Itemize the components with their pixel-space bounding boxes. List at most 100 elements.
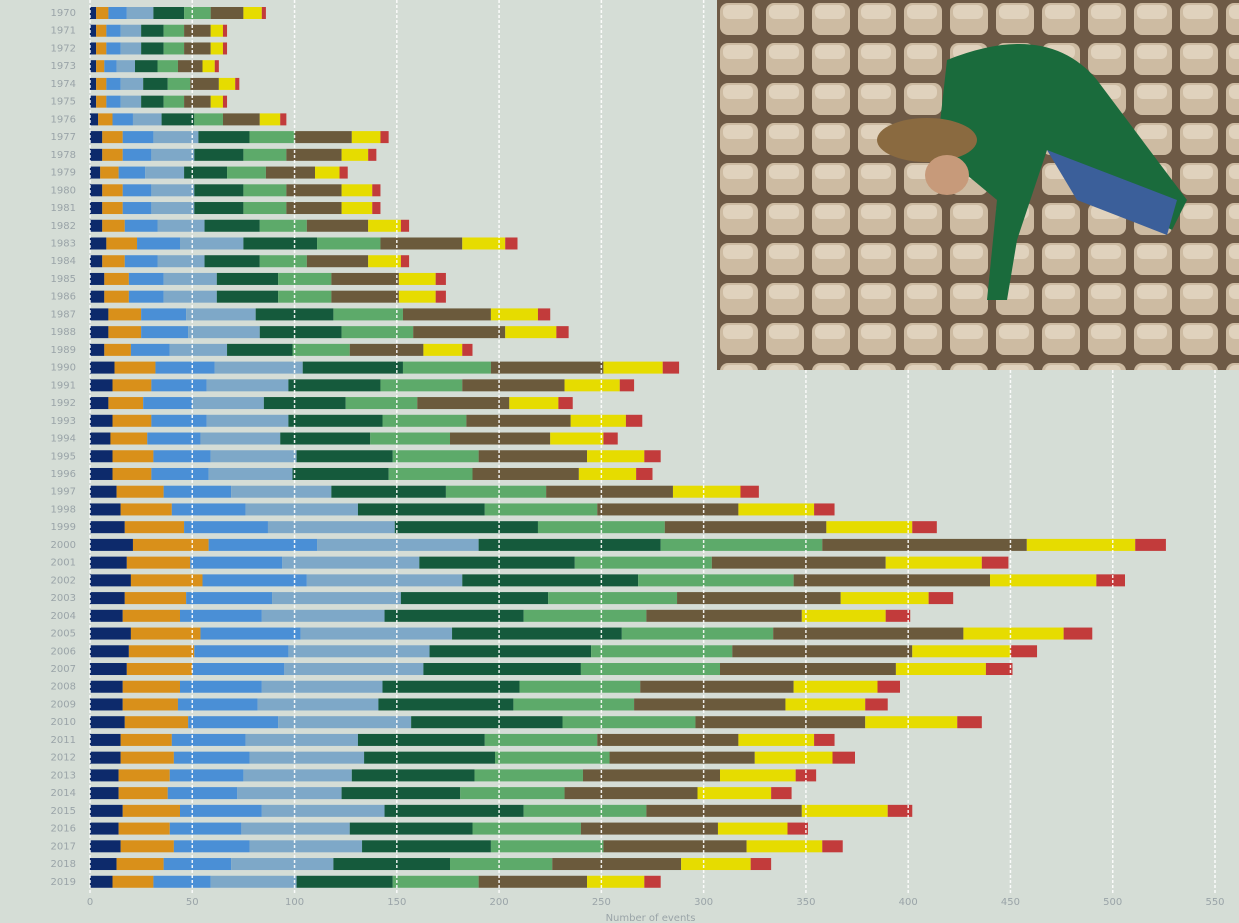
bar-segment (122, 202, 152, 215)
y-tick-label: 1991 (51, 380, 76, 391)
bar-segment (90, 7, 97, 19)
bar-segment (672, 485, 741, 498)
bar-segment (621, 627, 774, 640)
bar-segment (865, 716, 958, 729)
bar-segment (173, 751, 250, 764)
bar-segment (392, 875, 479, 888)
bar-segment (186, 592, 273, 605)
bar-segment (186, 308, 256, 321)
bar-segment (243, 769, 352, 782)
bar-segment (746, 840, 823, 853)
bar-segment (368, 148, 377, 161)
bar-segment (163, 858, 232, 871)
bar-segment (662, 361, 680, 374)
bar-segment (640, 680, 794, 693)
y-tick-label: 2017 (51, 841, 76, 852)
y-tick-label: 2015 (51, 806, 76, 817)
bar-segment (259, 255, 307, 268)
bar-segment (249, 840, 363, 853)
bar-segment (259, 113, 281, 126)
bar-segment (90, 787, 119, 800)
bar-segment (90, 645, 129, 658)
bar-segment (153, 7, 185, 19)
bar-segment (90, 609, 123, 622)
bar-segment (214, 361, 303, 374)
bar-segment (278, 290, 332, 303)
bar-segment (349, 343, 424, 356)
bar-segment (112, 414, 152, 427)
bar-segment (128, 290, 164, 303)
bar-segment (118, 769, 170, 782)
bar-segment (245, 733, 358, 746)
bar-segment (90, 485, 117, 498)
x-tick-label: 450 (1001, 897, 1020, 908)
bar-segment (419, 556, 575, 569)
bar-segment (122, 184, 152, 197)
bar-segment (885, 556, 982, 569)
bar-segment (157, 60, 178, 73)
bar-segment (90, 148, 103, 161)
bar-segment (357, 503, 485, 516)
bar-segment (302, 361, 403, 374)
y-tick-label: 1984 (51, 256, 76, 267)
bar-segment (272, 592, 401, 605)
bar-segment (90, 77, 97, 90)
bar-segment (122, 680, 180, 693)
bar-segment (90, 255, 103, 268)
bar-segment (116, 485, 164, 498)
bar-segment (282, 556, 420, 569)
bar-segment (478, 538, 661, 551)
bar-segment (773, 627, 964, 640)
bar-segment (261, 7, 266, 19)
bar-segment (222, 24, 228, 37)
bar-segment (380, 237, 463, 250)
y-tick-label: 1998 (51, 504, 76, 515)
bar-segment (1026, 538, 1136, 551)
y-tick-label: 1980 (51, 185, 76, 196)
bar-segment (513, 698, 635, 711)
bar-segment (793, 680, 878, 693)
bar-segment (263, 397, 346, 410)
bar-segment (306, 219, 369, 232)
bar-segment (411, 716, 563, 729)
bar-segment (638, 574, 794, 587)
bar-segment (306, 255, 369, 268)
bar-segment (120, 24, 142, 37)
bar-segment (317, 538, 479, 551)
bar-segment (163, 272, 217, 285)
bar-segment (106, 42, 121, 55)
y-tick-label: 1992 (51, 398, 76, 409)
bar-segment (90, 361, 115, 374)
y-tick-label: 2005 (51, 629, 76, 640)
bar-segment (184, 95, 211, 108)
bar-segment (472, 467, 579, 480)
bar-segment (90, 184, 103, 197)
bar-segment (122, 609, 180, 622)
bar-segment (120, 733, 172, 746)
bar-segment (90, 503, 121, 516)
y-tick-label: 1982 (51, 221, 76, 232)
bar-segment (646, 609, 802, 622)
bar-segment (681, 858, 751, 871)
y-tick-label: 1986 (51, 292, 76, 303)
bar-segment (132, 113, 162, 126)
bar-segment (801, 804, 888, 817)
bar-segment (124, 219, 158, 232)
bar-segment (578, 467, 637, 480)
bar-segment (200, 627, 301, 640)
bar-segment (90, 237, 107, 250)
bar-segment (90, 326, 109, 339)
bar-segment (90, 166, 101, 179)
bar-segment (574, 556, 712, 569)
y-tick-label: 1975 (51, 97, 76, 108)
bar-segment (462, 574, 639, 587)
bar-segment (413, 326, 506, 339)
bar-segment (341, 787, 461, 800)
bar-segment (227, 343, 293, 356)
bar-segment (490, 308, 538, 321)
bar-segment (153, 131, 199, 144)
bar-segment (341, 326, 414, 339)
y-tick-label: 1981 (51, 203, 76, 214)
bar-segment (785, 698, 866, 711)
bar-segment (237, 787, 342, 800)
